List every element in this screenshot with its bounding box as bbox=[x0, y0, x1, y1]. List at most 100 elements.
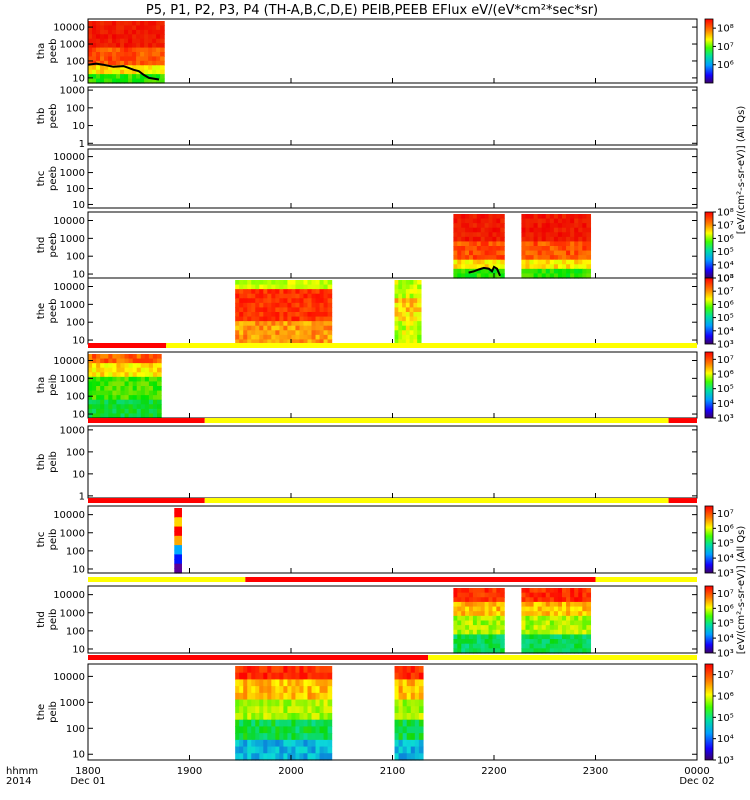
spectrogram-cell bbox=[492, 232, 497, 238]
spectrogram-cell bbox=[88, 376, 93, 383]
spectrogram-cell bbox=[295, 692, 301, 701]
spectrogram-cell bbox=[398, 672, 404, 681]
spectrogram-cell bbox=[287, 713, 293, 721]
y-tick-label: 1 bbox=[79, 139, 85, 150]
spectrogram-cell bbox=[417, 334, 422, 341]
spectrogram-cell bbox=[578, 625, 583, 631]
spectrogram-cell bbox=[327, 746, 333, 754]
spectrogram-cell bbox=[255, 312, 260, 318]
spectrogram-cell bbox=[112, 74, 117, 80]
spectrogram-cell bbox=[259, 302, 264, 309]
spectrogram-cell bbox=[549, 606, 555, 612]
spectrogram-cell bbox=[243, 316, 248, 322]
spectrogram-cell bbox=[521, 273, 527, 279]
spectrogram-cell bbox=[311, 699, 317, 707]
spectrogram-cell bbox=[570, 648, 575, 654]
spectrogram-cell bbox=[295, 686, 301, 694]
spectrogram-cell bbox=[239, 726, 244, 734]
spectrogram-cell bbox=[323, 289, 329, 295]
x-date-label: 2014 bbox=[6, 776, 31, 787]
spectrogram-cell bbox=[465, 643, 470, 649]
quality-segment bbox=[204, 498, 669, 503]
spectrogram-cell bbox=[465, 601, 470, 608]
spectrogram-cell bbox=[132, 21, 137, 27]
spectrogram-cell bbox=[476, 615, 482, 622]
spectrogram-cell bbox=[243, 726, 248, 734]
spectrogram-cell bbox=[263, 293, 268, 299]
spectrogram-block bbox=[88, 21, 165, 84]
spectrogram-cell bbox=[545, 250, 551, 256]
spectrogram-cell bbox=[267, 699, 272, 707]
spectrogram-cell bbox=[488, 639, 494, 645]
spectrogram-cell bbox=[557, 250, 563, 256]
spectrogram-cell bbox=[582, 268, 587, 275]
spectrogram-cell bbox=[291, 726, 297, 734]
spectrogram-cell bbox=[453, 264, 458, 270]
spectrogram-cell bbox=[529, 223, 535, 229]
colorbar-tick-label: 10⁶ bbox=[717, 300, 734, 311]
spectrogram-cell bbox=[295, 679, 301, 687]
spectrogram-cell bbox=[255, 325, 260, 331]
spectrogram-cell bbox=[311, 692, 317, 701]
spectrogram-cell bbox=[144, 390, 150, 396]
spectrogram-cell bbox=[140, 354, 146, 360]
spectrogram-cell bbox=[319, 284, 325, 290]
spectrogram-cell bbox=[566, 639, 571, 645]
spectrogram-cell bbox=[398, 679, 404, 687]
spectrogram-cell bbox=[307, 280, 313, 286]
spectrogram-cell bbox=[484, 236, 490, 243]
colorbar-tick-label: 10³ bbox=[717, 756, 734, 767]
spectrogram-cell bbox=[267, 321, 272, 327]
spectrogram-cell bbox=[500, 250, 505, 256]
quality-bar bbox=[88, 577, 697, 582]
x-tick-label: 2300 bbox=[583, 766, 608, 777]
spectrogram-cell bbox=[492, 611, 497, 617]
spectrogram-cell bbox=[488, 634, 494, 640]
spectrogram-cell bbox=[521, 643, 527, 649]
spectrogram-cell bbox=[406, 739, 412, 748]
spectrogram-cell bbox=[255, 753, 260, 761]
spectrogram-cell bbox=[243, 289, 248, 295]
spectrogram-cell bbox=[549, 588, 555, 594]
spectrogram-cell bbox=[398, 307, 403, 313]
spectrogram-cell bbox=[291, 666, 297, 674]
spectrogram-cell bbox=[295, 746, 301, 754]
spectrogram-cell bbox=[323, 293, 329, 299]
spectrogram-cell bbox=[148, 376, 154, 383]
spectrogram-cell bbox=[120, 52, 125, 58]
spectrogram-cell bbox=[259, 293, 264, 299]
spectrogram-cell bbox=[578, 588, 583, 594]
spectrogram-cell bbox=[492, 214, 497, 220]
spectrogram-cell bbox=[295, 325, 301, 331]
panel-ylabel-probe: thd bbox=[36, 611, 47, 628]
spectrogram-cell bbox=[100, 34, 105, 40]
spectrogram-cell bbox=[136, 52, 141, 58]
spectrogram-cell bbox=[116, 358, 122, 364]
spectrogram-cell bbox=[92, 52, 97, 58]
panel-frame bbox=[87, 277, 698, 345]
spectrogram-cell bbox=[251, 733, 256, 741]
spectrogram-cell bbox=[533, 611, 539, 617]
spectrogram-cell bbox=[275, 733, 280, 741]
spectrogram-cell bbox=[92, 21, 97, 27]
spectrogram-cell bbox=[582, 259, 587, 265]
spectrogram-cell bbox=[144, 38, 149, 44]
spectrogram-cell bbox=[453, 241, 458, 247]
quality-segment bbox=[88, 418, 205, 423]
spectrogram-cell bbox=[148, 21, 153, 27]
spectrogram-cell bbox=[394, 312, 399, 318]
spectrogram-cell bbox=[235, 739, 240, 748]
spectrogram-cell bbox=[92, 358, 97, 364]
spectrogram-cell bbox=[152, 381, 158, 387]
spectrogram-cell bbox=[402, 284, 407, 290]
spectrogram-cell bbox=[124, 52, 129, 58]
spectrogram-cell bbox=[469, 246, 474, 252]
spectrogram-cell bbox=[251, 692, 256, 701]
spectrogram-cell bbox=[398, 339, 403, 345]
spectrogram-cell bbox=[92, 65, 97, 71]
spectrogram-cell bbox=[174, 535, 177, 542]
spectrogram-cell bbox=[500, 273, 505, 279]
spectrogram-cell bbox=[116, 399, 122, 405]
spectrogram-cell bbox=[267, 289, 272, 295]
spectrogram-cell bbox=[469, 214, 474, 220]
